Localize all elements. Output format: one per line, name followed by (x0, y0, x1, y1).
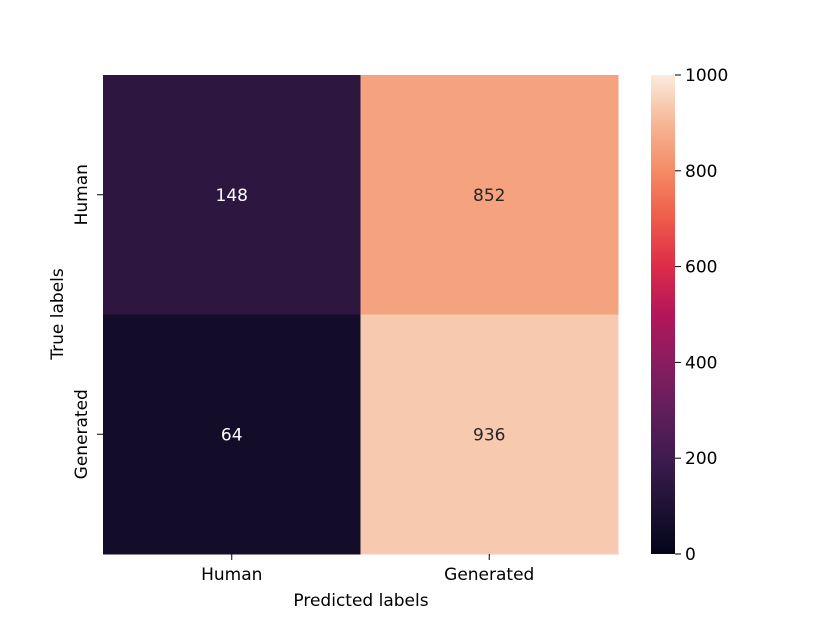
colorbar: 0 200 400 600 800 1000 (651, 66, 728, 565)
colorbar-tick-label: 400 (685, 353, 717, 373)
colorbar-gradient (651, 75, 675, 554)
x-axis-label: Predicted labels (293, 591, 428, 611)
y-tick-label: Human (72, 164, 92, 225)
colorbar-tick-label: 200 (685, 449, 717, 469)
colorbar-tick-label: 600 (685, 258, 717, 278)
heatmap-cell (360, 75, 619, 315)
colorbar-tick-label: 800 (685, 162, 717, 182)
x-axis: Human Generated (201, 554, 534, 585)
colorbar-tick-label: 0 (685, 545, 696, 565)
cell-value-label: 148 (216, 186, 248, 206)
heatmap-cell (103, 314, 361, 555)
y-axis-label: True labels (48, 268, 68, 361)
heatmap-cell (360, 314, 619, 555)
y-tick-label: Generated (72, 389, 92, 479)
y-axis: Human Generated (72, 164, 103, 479)
colorbar-tick-label: 1000 (685, 66, 728, 86)
heatmap-cell (103, 75, 361, 315)
cell-value-label: 852 (473, 186, 505, 206)
cell-value-label: 936 (473, 425, 505, 445)
x-tick-label: Generated (444, 565, 534, 585)
heatmap-cells (103, 75, 619, 555)
cell-value-label: 64 (221, 425, 243, 445)
heatmap-cell-labels: 148 852 64 936 (216, 186, 506, 446)
x-tick-label: Human (201, 565, 262, 585)
